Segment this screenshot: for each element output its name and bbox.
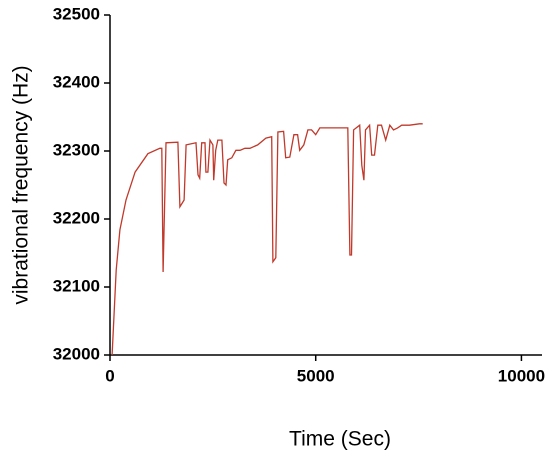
y-tick-label: 32200 [53, 208, 100, 227]
x-axis-title: Time (Sec) [289, 428, 391, 451]
x-tick-label: 10000 [498, 366, 545, 385]
y-tick-label: 32100 [53, 276, 100, 295]
y-axis-title: vibrational frequency (Hz) [10, 65, 33, 304]
data-line [111, 123, 423, 356]
y-tick-label: 32000 [53, 344, 100, 363]
y-tick-label: 32300 [53, 140, 100, 159]
y-tick-label: 32500 [53, 4, 100, 23]
x-tick-label: 5000 [297, 366, 335, 385]
x-tick-label: 0 [105, 366, 114, 385]
y-tick-label: 32400 [53, 72, 100, 91]
